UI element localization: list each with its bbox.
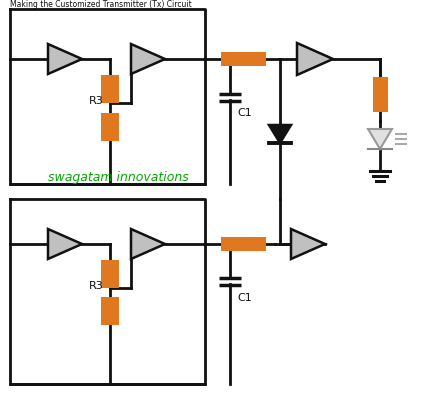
Bar	[101, 75, 119, 103]
Text: R3: R3	[89, 96, 104, 106]
Text: C1: C1	[237, 108, 252, 118]
Polygon shape	[368, 129, 392, 149]
Bar	[220, 237, 266, 251]
Bar	[220, 52, 266, 66]
Bar	[373, 77, 387, 111]
Polygon shape	[48, 229, 82, 259]
Text: Making the Customized Transmitter (Tx) Circuit: Making the Customized Transmitter (Tx) C…	[10, 0, 192, 9]
Bar	[101, 113, 119, 141]
Bar	[101, 297, 119, 325]
Bar	[101, 260, 119, 288]
Text: swagatam innovations: swagatam innovations	[48, 171, 189, 184]
Polygon shape	[131, 229, 165, 259]
Polygon shape	[48, 44, 82, 74]
Text: C1: C1	[237, 293, 252, 303]
Polygon shape	[269, 125, 291, 143]
Text: R3: R3	[89, 281, 104, 291]
Polygon shape	[291, 229, 325, 259]
Polygon shape	[297, 43, 333, 75]
Polygon shape	[131, 44, 165, 74]
